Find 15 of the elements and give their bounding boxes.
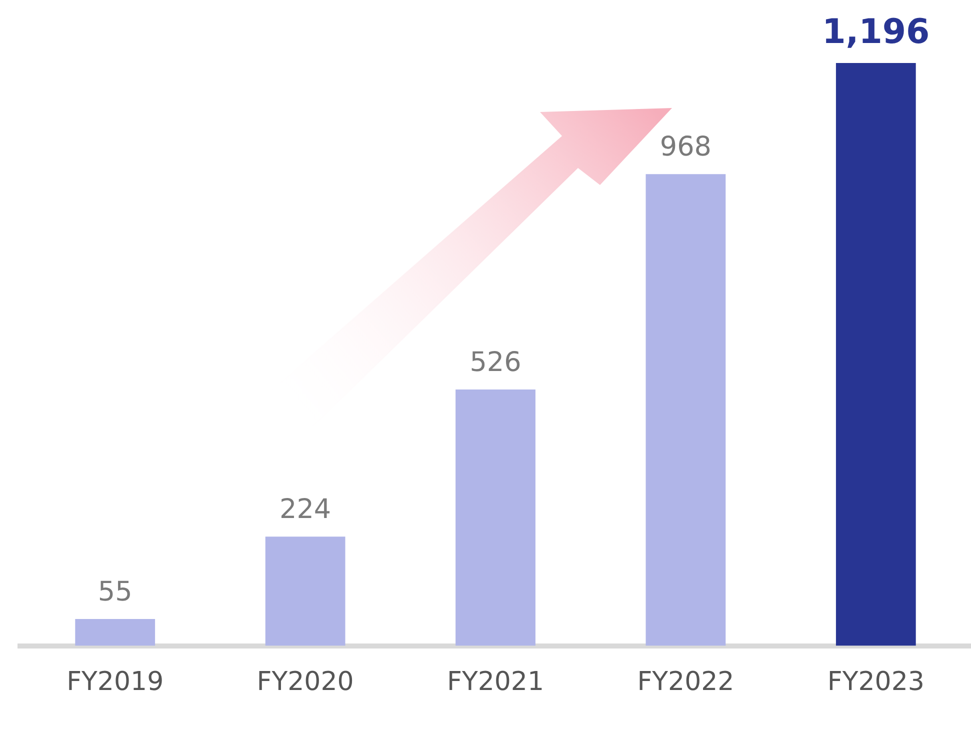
- data-label: 968: [660, 132, 712, 163]
- data-label: 224: [280, 494, 332, 526]
- data-label: 55: [98, 576, 132, 608]
- data-label: 1,196: [822, 12, 930, 52]
- bar: [836, 63, 916, 646]
- bar: [646, 174, 726, 646]
- x-tick-label: FY2020: [256, 667, 354, 698]
- x-tick-label: FY2022: [637, 667, 734, 698]
- data-label: 526: [470, 347, 522, 378]
- bar: [265, 536, 346, 646]
- x-tick-label: FY2021: [446, 667, 544, 698]
- x-tick-label: FY2023: [827, 667, 924, 698]
- x-tick-label: FY2019: [66, 667, 164, 698]
- bar: [75, 619, 156, 646]
- bar: [456, 389, 536, 646]
